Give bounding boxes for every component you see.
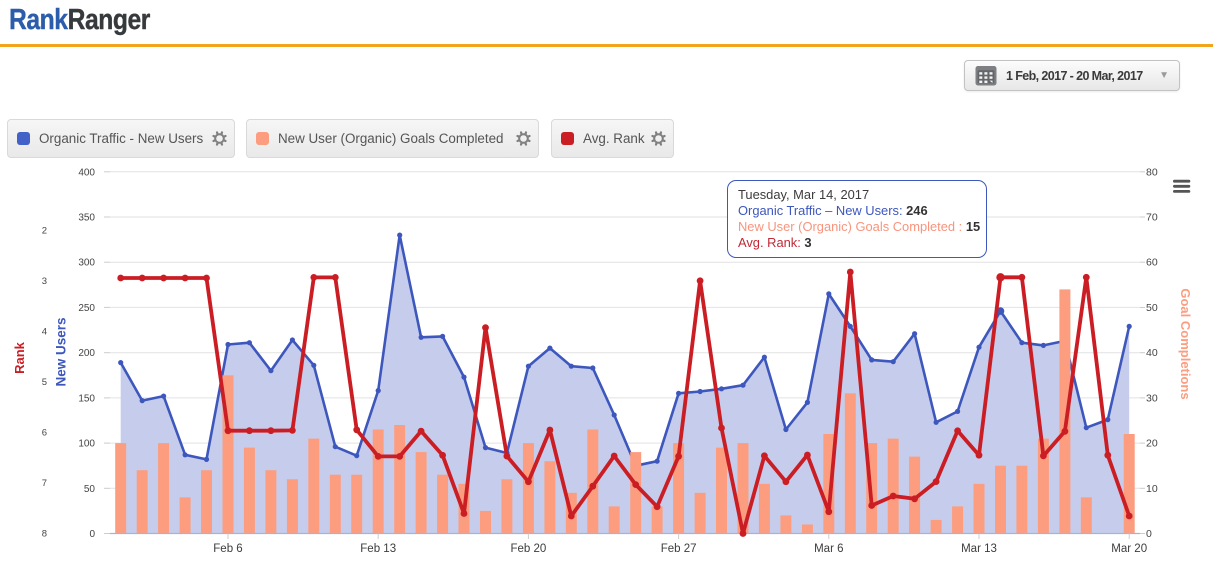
svg-text:Feb 13: Feb 13 [360, 543, 396, 555]
svg-text:80: 80 [1146, 166, 1158, 178]
svg-text:40: 40 [1146, 347, 1158, 359]
svg-text:Rank: Rank [12, 341, 27, 374]
svg-text:30: 30 [1146, 392, 1158, 404]
svg-text:400: 400 [78, 167, 95, 178]
svg-text:Feb 27: Feb 27 [661, 543, 697, 555]
svg-text:200: 200 [78, 348, 95, 359]
svg-text:50: 50 [84, 484, 96, 495]
svg-text:7: 7 [42, 478, 47, 489]
svg-text:250: 250 [78, 303, 95, 314]
svg-text:6: 6 [42, 428, 47, 439]
svg-text:300: 300 [78, 258, 95, 269]
svg-text:350: 350 [78, 213, 95, 224]
svg-text:150: 150 [78, 393, 95, 404]
svg-text:Feb 6: Feb 6 [213, 543, 242, 555]
svg-text:4: 4 [42, 327, 47, 338]
svg-text:0: 0 [89, 529, 95, 540]
svg-text:New Users: New Users [54, 317, 69, 386]
svg-text:60: 60 [1146, 257, 1158, 269]
svg-text:Feb 20: Feb 20 [510, 543, 546, 555]
svg-text:Mar 13: Mar 13 [961, 543, 997, 555]
svg-text:3: 3 [42, 276, 47, 287]
svg-text:Goal Completions: Goal Completions [1178, 288, 1193, 399]
svg-text:0: 0 [1146, 528, 1152, 540]
svg-text:5: 5 [42, 377, 47, 388]
svg-text:10: 10 [1146, 483, 1158, 495]
svg-text:20: 20 [1146, 438, 1158, 450]
svg-text:Mar 6: Mar 6 [814, 543, 843, 555]
svg-text:100: 100 [78, 439, 95, 450]
svg-text:70: 70 [1146, 212, 1158, 224]
svg-text:2: 2 [42, 226, 47, 237]
svg-text:8: 8 [42, 529, 47, 540]
svg-text:50: 50 [1146, 302, 1158, 314]
svg-text:Mar 20: Mar 20 [1111, 543, 1147, 555]
